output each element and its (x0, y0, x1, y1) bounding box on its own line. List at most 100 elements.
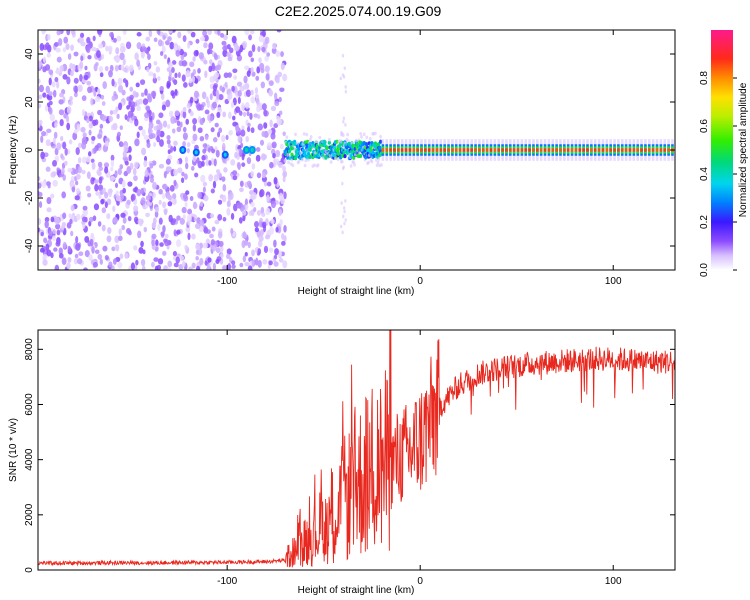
spectrogram-cell (246, 111, 250, 117)
spectrogram-cell (106, 213, 111, 220)
spectrogram-feature (194, 150, 198, 155)
colorbar: 0.0 0.2 0.4 0.6 0.8 Normalized spectral ampl… (699, 30, 749, 277)
spectrogram-cell (67, 53, 72, 60)
spectrogram-cell (155, 66, 161, 73)
spectrogram-cell (305, 143, 309, 148)
spectrogram-cell (90, 158, 95, 163)
spectrogram-cell (213, 52, 218, 60)
spectrogram-cell (75, 187, 80, 194)
spectrogram-cell (115, 195, 121, 202)
spectrogram-cell (342, 116, 346, 121)
spectrogram-cell (189, 61, 195, 68)
spectrogram-cell (153, 37, 158, 43)
spectrogram-cell (217, 199, 223, 205)
spectrogram-cell (165, 99, 171, 108)
spectrogram-cell (110, 154, 115, 162)
spectrogram-cell (314, 139, 318, 144)
spectrogram-cell (232, 115, 236, 121)
spectrogram-cell (217, 231, 223, 239)
spectrogram-cell (72, 63, 76, 72)
spectrogram-cell (73, 77, 79, 84)
figure-title: C2E2.2025.074.00.19.G09 (275, 3, 442, 19)
spectrogram-cell (259, 190, 264, 198)
spectrogram-cell (96, 50, 101, 59)
spectrogram-cell (147, 126, 152, 135)
spectrogram-cell (516, 148, 520, 152)
spectrogram-cell (132, 90, 137, 98)
spectrogram-cell (339, 224, 343, 229)
spectrogram-cell (189, 196, 194, 202)
spectrogram-cell (77, 142, 82, 149)
spectrogram-cell (54, 76, 59, 83)
spectrogram-cell (137, 230, 142, 239)
spectrogram-cell (125, 228, 131, 235)
spectrogram-cell (113, 37, 117, 43)
spectrogram-cell (342, 214, 345, 219)
spectrogram-cell (242, 84, 248, 90)
spectrogram-cell (274, 100, 280, 107)
spectrogram-cell (58, 247, 63, 255)
spectrogram-cell (205, 161, 209, 167)
spectrogram-cell (379, 139, 383, 144)
spectrogram-cell (189, 111, 194, 117)
spectrogram-cell (136, 42, 142, 50)
spectrogram-cell (597, 148, 601, 152)
spectrogram-cell (162, 120, 168, 128)
spectrogram-cell (229, 192, 234, 200)
spectrogram-cell (143, 226, 148, 233)
spectrogram-cell (114, 244, 120, 251)
spectrogram-cell (68, 213, 72, 218)
spectrogram-cell (166, 135, 171, 140)
spectrogram-cell (116, 113, 120, 120)
spectrogram-cell (158, 122, 163, 130)
spectrogram-cell (203, 194, 209, 202)
spectrogram-cell (257, 45, 261, 53)
spectrogram-cell (210, 157, 215, 166)
spectrogram-cell (291, 163, 295, 168)
spectrogram-cell (143, 134, 150, 140)
spectrogram-cell (98, 65, 104, 73)
spectrogram-cell (156, 124, 160, 131)
spectrogram-cell (341, 181, 344, 186)
spectrogram-cell (354, 138, 358, 143)
spectrogram-cell (157, 30, 161, 36)
spectrogram-cell (439, 148, 443, 152)
spectrogram-cell (184, 156, 189, 164)
spectrogram-cell (227, 262, 232, 270)
spectrogram-cell (263, 180, 268, 187)
spectrogram-cell (74, 85, 79, 94)
spectrogram-cell (135, 82, 140, 88)
spectrogram-cell (271, 141, 277, 149)
spectrogram-cell (188, 266, 193, 270)
spectrogram-cell (133, 245, 138, 251)
spectrogram-cell (191, 166, 195, 171)
spectrogram-cell (185, 162, 189, 170)
x-tick-label: -100 (217, 276, 237, 287)
spectrogram-cell (125, 41, 132, 50)
spectrogram-cell (191, 262, 196, 269)
spectrogram-cell (48, 77, 52, 86)
spectrogram-cell (202, 143, 208, 148)
spectrogram-cell (381, 148, 385, 152)
spectrogram-cell (231, 260, 236, 265)
spectrogram-cell (294, 132, 297, 137)
spectrogram-cell (53, 131, 58, 139)
spectrogram-cell (104, 166, 109, 174)
spectrogram-cell (277, 71, 283, 78)
spectrogram-cell (71, 30, 76, 36)
spectrogram-cell (192, 203, 198, 209)
spectrogram-cell (75, 180, 79, 186)
spectrogram-cell (171, 128, 176, 134)
spectrogram-cell (173, 140, 178, 146)
spectrogram-cell (97, 161, 103, 168)
spectrogram-cell (153, 257, 159, 262)
spectrogram-cell (360, 135, 363, 139)
spectrogram-cell (171, 66, 175, 74)
spectrogram-cell (173, 262, 179, 268)
spectrogram-cell (165, 40, 170, 46)
spectrogram-cell (186, 147, 190, 154)
spectrogram-cell (427, 148, 431, 152)
spectrogram-cell (245, 204, 249, 211)
spectrogram-xlabel: Height of straight line (km) (298, 286, 415, 297)
spectrogram-cell (58, 109, 65, 116)
